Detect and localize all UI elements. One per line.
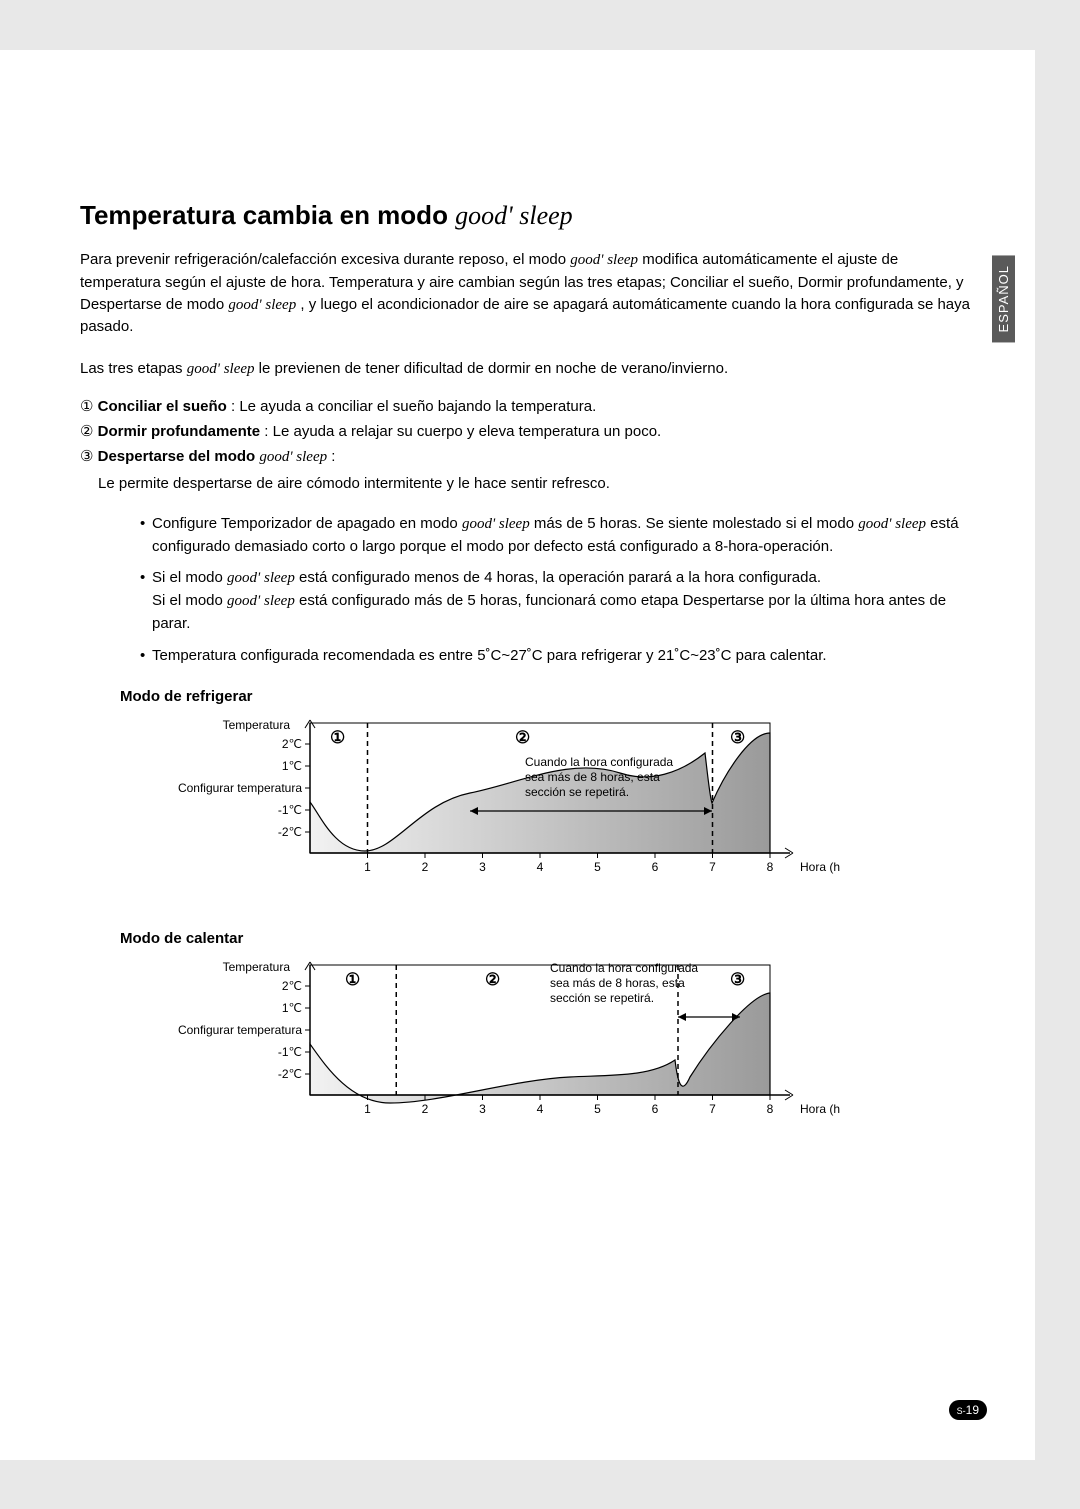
svg-text:-1℃: -1℃ [278,1045,302,1059]
pn: 19 [966,1403,979,1417]
stage-2: ② Dormir profundamente : Le ayuda a rela… [80,420,975,443]
svg-text:4: 4 [537,860,544,874]
svg-text:1℃: 1℃ [282,759,302,773]
svg-text:③: ③ [730,728,745,747]
stage-text: : [327,448,335,465]
stage-num: ② [80,423,93,440]
svg-text:Cuando la hora configurada: Cuando la hora configurada [525,755,673,769]
t: más de 5 horas. Se siente molestado si e… [530,515,859,532]
mode-logo: good' sleep [858,516,926,532]
svg-text:7: 7 [709,860,716,874]
svg-text:2℃: 2℃ [282,737,302,751]
svg-text:-2℃: -2℃ [278,825,302,839]
svg-text:-1℃: -1℃ [278,803,302,817]
t: Si el modo [152,592,227,609]
svg-text:6: 6 [652,860,659,874]
svg-text:Temperatura: Temperatura [223,960,291,974]
t: está configurado menos de 4 horas, la op… [295,569,821,586]
svg-text:7: 7 [709,1102,716,1116]
svg-text:Temperatura: Temperatura [223,718,291,732]
intro-paragraph: Para prevenir refrigeración/calefacción … [80,249,975,338]
t: Si el modo [152,569,227,586]
svg-text:Hora (hr.): Hora (hr.) [800,1102,840,1116]
svg-text:sección se repetirá.: sección se repetirá. [550,991,654,1005]
language-tab: ESPAÑOL [992,255,1015,342]
svg-text:Cuando la hora configurada: Cuando la hora configurada [550,961,698,975]
mode-logo: good' sleep [455,201,572,230]
stage-3: ③ Despertarse del modo good' sleep : [80,445,975,469]
svg-text:-2℃: -2℃ [278,1067,302,1081]
page-number: S-19 [949,1400,987,1420]
svg-text:3: 3 [479,1102,486,1116]
stage-text: : Le ayuda a conciliar el sueño bajando … [227,398,596,415]
svg-text:3: 3 [479,860,486,874]
svg-text:sea más de 8 horas, esta: sea más de 8 horas, esta [525,770,660,784]
stage-label: Conciliar el sueño [98,398,227,415]
pn-prefix: S- [957,1406,966,1416]
svg-text:Hora (hr.): Hora (hr.) [800,860,840,874]
stage-text: : Le ayuda a relajar su cuerpo y eleva t… [260,423,661,440]
mode-logo: good' sleep [570,252,638,268]
svg-text:③: ③ [730,970,745,989]
svg-text:sección se repetirá.: sección se repetirá. [525,785,629,799]
line3b: le previenen de tener dificultad de dorm… [255,360,729,377]
svg-text:8: 8 [767,1102,774,1116]
stage-label: Despertarse del modo [98,448,260,465]
svg-text:8: 8 [767,860,774,874]
svg-text:1: 1 [364,860,371,874]
manual-page: ESPAÑOL Temperatura cambia en modo good'… [0,50,1035,1460]
chart-cool: 2℃ 1℃ -1℃ -2℃ Configurar temperatura Temperat… [140,713,975,908]
mode-logo: good' sleep [259,449,327,465]
line3a: Las tres etapas [80,360,187,377]
title-prefix: Temperatura cambia en modo [80,200,455,230]
svg-text:Configurar temperatura: Configurar temperatura [178,781,302,795]
svg-text:①: ① [330,728,345,747]
chart-heat: 2℃ 1℃ -1℃ -2℃ Configurar temperatura Temperat… [140,955,975,1150]
mode-logo: good' sleep [227,593,295,609]
stage-label: Dormir profundamente [98,423,261,440]
stage-3-sub: Le permite despertarse de aire cómodo in… [98,472,975,495]
notes-list: Configure Temporizador de apagado en mod… [140,513,975,667]
page-title: Temperatura cambia en modo good' sleep [80,200,975,231]
svg-text:①: ① [345,970,360,989]
chart-cool-title: Modo de refrigerar [120,688,975,705]
svg-text:②: ② [485,970,500,989]
svg-text:②: ② [515,728,530,747]
svg-text:2: 2 [422,860,429,874]
mode-logo: good' sleep [462,516,530,532]
mode-logo: good' sleep [228,297,296,313]
mode-logo: good' sleep [227,570,295,586]
svg-text:Configurar temperatura: Configurar temperatura [178,1023,302,1037]
stage-num: ① [80,398,93,415]
note-item: Si el modo good' sleep está configurado … [140,567,975,634]
svg-text:2: 2 [422,1102,429,1116]
chart-heat-title: Modo de calentar [120,930,975,947]
t: Configure Temporizador de apagado en mod… [152,515,462,532]
note-item: Temperatura configurada recomendada es e… [140,645,975,667]
chart-svg: 2℃ 1℃ -1℃ -2℃ Configurar temperatura Temperat… [140,713,840,903]
stage-1: ① Conciliar el sueño : Le ayuda a concil… [80,395,975,418]
svg-text:5: 5 [594,860,601,874]
chart-svg: 2℃ 1℃ -1℃ -2℃ Configurar temperatura Temperat… [140,955,840,1145]
stages-intro: Las tres etapas good' sleep le previenen… [80,358,975,381]
mode-logo: good' sleep [187,361,255,377]
svg-text:1℃: 1℃ [282,1001,302,1015]
svg-text:4: 4 [537,1102,544,1116]
svg-text:2℃: 2℃ [282,979,302,993]
note-item: Configure Temporizador de apagado en mod… [140,513,975,558]
intro-a: Para prevenir refrigeración/calefacción … [80,251,570,268]
svg-text:1: 1 [364,1102,371,1116]
stage-num: ③ [80,448,93,465]
svg-text:sea más de 8 horas, esta: sea más de 8 horas, esta [550,976,685,990]
svg-text:6: 6 [652,1102,659,1116]
svg-text:5: 5 [594,1102,601,1116]
